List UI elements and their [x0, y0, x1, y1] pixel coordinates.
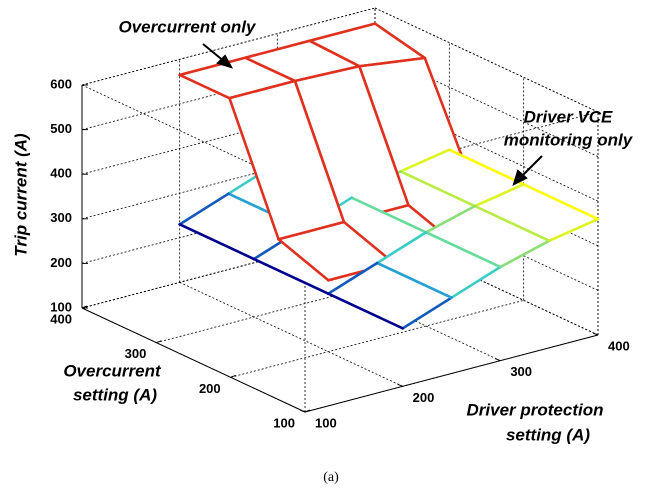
mesh-edge	[228, 79, 297, 100]
tick-mark	[230, 374, 236, 378]
surfaces	[178, 22, 600, 330]
mesh-edge	[350, 196, 428, 234]
mesh-face	[294, 66, 409, 223]
mesh-cell	[327, 261, 453, 330]
mesh-edge	[243, 56, 297, 83]
mesh-edge	[424, 231, 502, 269]
annotation: monitoring only	[504, 130, 634, 149]
mesh-edge	[547, 217, 600, 243]
annotation: Driver VCE	[524, 107, 613, 126]
mesh-edge	[473, 183, 525, 208]
annotation: Overcurrent only	[119, 17, 258, 36]
mesh-face	[328, 263, 452, 329]
mesh-edge	[401, 296, 453, 330]
tick-mark	[495, 358, 501, 362]
x-tick-label: 100	[315, 415, 337, 430]
mesh-face	[426, 206, 550, 268]
grid-line	[304, 334, 599, 413]
mesh-edge	[178, 56, 247, 77]
grid-line	[81, 7, 376, 86]
tick-mark	[592, 332, 599, 336]
mesh-edge	[327, 261, 379, 295]
x-tick-label: 200	[413, 390, 435, 405]
grid-line	[374, 7, 599, 113]
mesh-edge	[228, 96, 280, 241]
tick-mark	[81, 305, 88, 309]
mesh-edge	[277, 220, 346, 241]
mesh-edge	[399, 148, 451, 173]
x-axis-label: setting (A)	[506, 425, 590, 444]
mesh-edge	[473, 204, 551, 243]
mesh-edge	[252, 257, 330, 295]
mesh-face	[229, 80, 344, 240]
y-axis-label: Overcurrent	[63, 361, 162, 380]
grid-line	[81, 307, 306, 413]
mesh-edge	[293, 64, 361, 83]
grid-line	[230, 299, 524, 378]
arrow	[519, 155, 543, 179]
y-tick-label: 200	[199, 381, 221, 396]
z-tick-label: 100	[50, 299, 72, 314]
tick-mark	[156, 340, 162, 344]
mesh-edge	[448, 148, 525, 186]
caption: (a)	[323, 470, 339, 485]
y-tick-label: 100	[273, 415, 295, 430]
mesh-edge	[373, 22, 427, 60]
mesh-face	[278, 222, 394, 281]
mesh-edge	[424, 204, 477, 234]
mesh-edge	[308, 22, 377, 43]
mesh-edge	[375, 231, 428, 265]
mesh-edge	[178, 192, 230, 226]
y-axis-label: setting (A)	[73, 385, 157, 404]
z-tick-label: 200	[50, 255, 72, 270]
y-tick-label: 300	[125, 346, 147, 361]
tick-mark	[397, 383, 403, 387]
mesh-edge	[308, 39, 361, 68]
arrowhead	[216, 54, 234, 69]
mesh-face	[474, 184, 598, 241]
y-tick-label: 400	[50, 311, 72, 326]
mesh-edge	[327, 292, 404, 330]
annotation-arrows	[202, 43, 543, 186]
z-tick-label: 600	[50, 76, 72, 91]
tick-mark	[299, 409, 306, 413]
x-axis-label: Driver protection	[467, 400, 604, 419]
z-tick-label: 400	[50, 166, 72, 181]
mesh-face	[377, 232, 501, 298]
mesh-cell	[228, 79, 346, 241]
grid-line	[179, 281, 403, 387]
box-edge	[304, 111, 599, 190]
mesh-edge	[375, 261, 453, 299]
mesh-edge	[293, 79, 346, 224]
tick-mark	[304, 409, 311, 413]
x-tick-label: 400	[608, 338, 630, 353]
arrowhead	[512, 169, 528, 186]
mesh-edge	[358, 56, 427, 68]
mesh-face	[400, 149, 524, 207]
z-axis-label: Trip current (A)	[11, 133, 30, 257]
mesh-edge	[243, 39, 311, 60]
mesh-edge	[277, 237, 330, 282]
mesh-edge	[358, 64, 410, 207]
mesh-edge	[499, 239, 551, 269]
mesh-edge	[522, 183, 600, 221]
z-tick-label: 300	[50, 210, 72, 225]
mesh-edge	[178, 73, 231, 100]
z-tick-label: 500	[50, 121, 72, 136]
mesh-face	[179, 193, 303, 260]
x-tick-label: 300	[510, 364, 532, 379]
mesh-edge	[450, 265, 502, 299]
mesh-edge	[399, 170, 477, 208]
mesh-edge	[178, 223, 256, 261]
